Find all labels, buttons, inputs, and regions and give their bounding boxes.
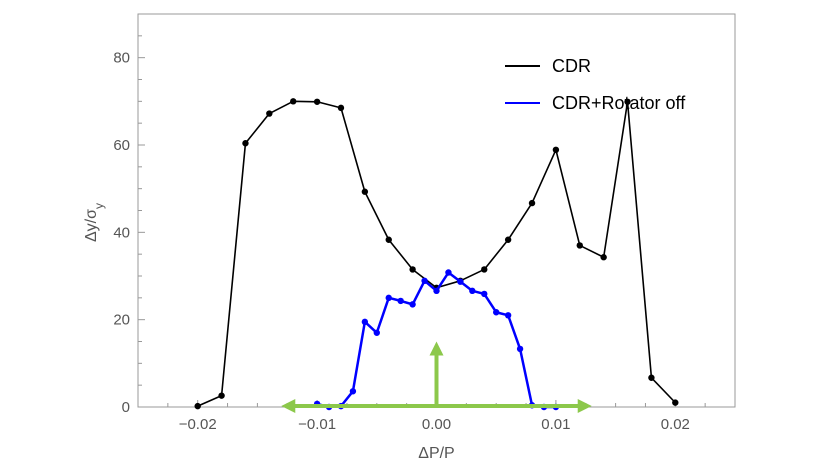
data-point xyxy=(433,287,440,295)
y-tick-label: 0 xyxy=(122,399,130,416)
legend-label: CDR xyxy=(552,56,591,76)
x-tick-label: 0.00 xyxy=(422,416,451,433)
y-tick-label: 60 xyxy=(113,137,130,154)
data-point xyxy=(290,98,297,105)
data-point xyxy=(242,140,249,147)
data-point xyxy=(349,388,357,395)
y-axis-title-main: Δy/σ xyxy=(83,209,100,242)
data-point xyxy=(624,98,631,105)
y-tick-label: 80 xyxy=(113,50,130,67)
x-tick-label: −0.01 xyxy=(298,416,336,433)
arrow-head-left xyxy=(281,399,296,413)
legend-label: CDR+Rotator off xyxy=(552,93,686,113)
data-point xyxy=(516,345,524,353)
data-point xyxy=(266,110,273,117)
data-point xyxy=(361,188,369,195)
x-axis-title: ΔP/P xyxy=(418,445,454,462)
annotation-arrows xyxy=(281,341,592,413)
data-point xyxy=(337,104,345,112)
data-point xyxy=(397,297,404,305)
x-tick-label: 0.01 xyxy=(541,416,570,433)
data-point xyxy=(409,266,416,273)
data-point xyxy=(469,287,476,295)
data-point xyxy=(194,402,201,410)
x-tick-label: 0.02 xyxy=(661,416,690,433)
y-axis-title: Δy/σy xyxy=(83,203,106,242)
data-point xyxy=(385,236,392,243)
arrow-head-up xyxy=(429,341,444,356)
data-point xyxy=(481,266,488,273)
data-point xyxy=(218,392,225,399)
data-point xyxy=(313,98,321,105)
data-point xyxy=(361,318,369,326)
data-point xyxy=(481,290,488,298)
data-point xyxy=(373,329,380,336)
data-point xyxy=(409,301,416,308)
x-tick-label: −0.02 xyxy=(179,416,217,433)
y-axis-title-subscript: y xyxy=(92,203,106,209)
data-point xyxy=(385,294,392,302)
legend: CDR CDR+Rotator off xyxy=(505,56,686,113)
data-point xyxy=(672,399,679,406)
data-point xyxy=(552,146,560,154)
data-point xyxy=(648,374,655,381)
y-tick-label: 40 xyxy=(113,224,130,241)
data-point xyxy=(457,278,464,285)
data-point xyxy=(445,269,452,276)
y-tick-label: 20 xyxy=(113,312,130,329)
data-point xyxy=(421,277,428,285)
arrow-head-right xyxy=(577,399,592,413)
y-axis-ticks: 0 20 40 60 80 xyxy=(113,13,145,416)
data-point xyxy=(504,236,512,243)
data-point xyxy=(600,254,607,261)
data-point xyxy=(493,309,500,316)
data-point xyxy=(576,242,583,249)
data-point xyxy=(528,199,536,207)
data-point xyxy=(504,312,512,319)
